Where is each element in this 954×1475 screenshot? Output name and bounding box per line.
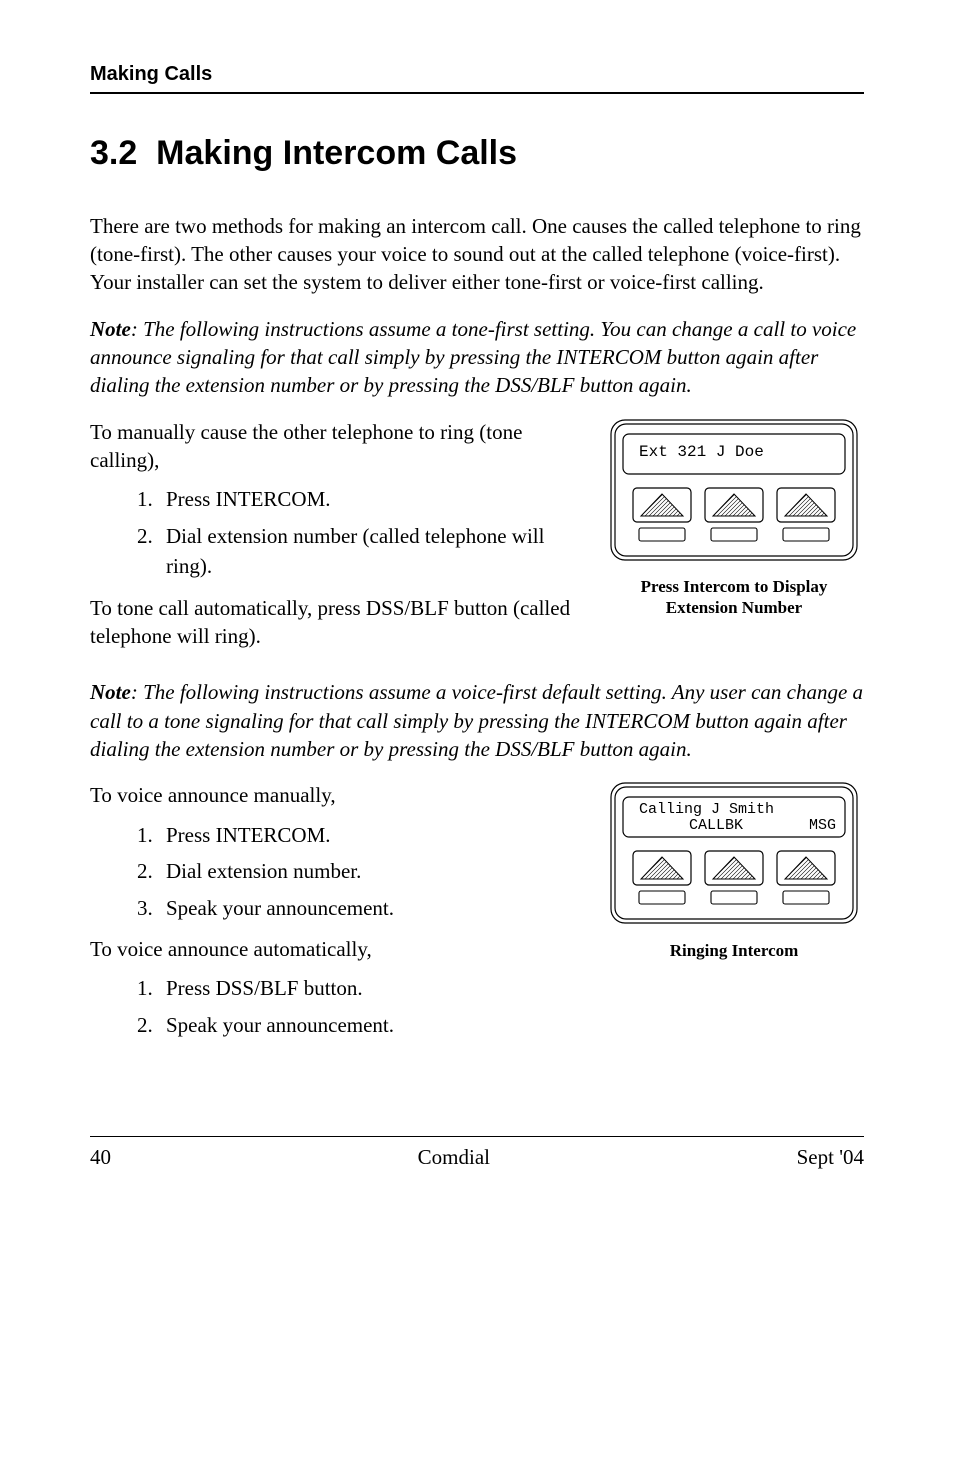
section-title: 3.2 Making Intercom Calls	[90, 130, 864, 178]
tone-step-1: Press INTERCOM.	[158, 484, 580, 514]
note-1: Note: The following instructions assume …	[90, 315, 864, 400]
tone-step-2: Dial extension number (called telephone …	[158, 521, 580, 582]
panel1-caption: Press Intercom to Display Extension Numb…	[604, 576, 864, 619]
intro-paragraph: There are two methods for making an inte…	[90, 212, 864, 297]
voice-lead: To voice announce manually,	[90, 781, 580, 809]
tone-steps-list: Press INTERCOM. Dial extension number (c…	[90, 484, 580, 581]
lcd1-line1: Ext 321 J Doe	[639, 443, 764, 461]
softkey-group-1	[633, 488, 835, 541]
voice-auto-lead: To voice announce automatically,	[90, 935, 580, 963]
running-header: Making Calls	[90, 60, 864, 94]
voice-step-3: Speak your announcement.	[158, 893, 580, 923]
footer: 40 Comdial Sept '04	[90, 1136, 864, 1172]
note-2: Note: The following instructions assume …	[90, 678, 864, 763]
panel2-caption: Ringing Intercom	[604, 940, 864, 961]
phone-display-1: Ext 321 J Doe	[609, 418, 859, 563]
note-2-text: : The following instructions assume a vo…	[90, 680, 863, 761]
voice-step-2: Dial extension number.	[158, 856, 580, 886]
voice-auto-step-1: Press DSS/BLF button.	[158, 973, 580, 1003]
voice-step-1: Press INTERCOM.	[158, 820, 580, 850]
footer-page: 40	[90, 1143, 111, 1172]
lcd2-line2-left: CALLBK	[689, 817, 743, 834]
note-2-label: Note	[90, 680, 131, 704]
lcd2-line2-right: MSG	[809, 817, 836, 834]
footer-right: Sept '04	[797, 1143, 864, 1172]
note-1-label: Note	[90, 317, 131, 341]
voice-auto-steps-list: Press DSS/BLF button. Speak your announc…	[90, 973, 580, 1040]
running-header-text: Making Calls	[90, 63, 212, 85]
phone-display-2: Calling J Smith CALLBK MSG	[609, 781, 859, 926]
panel1-caption-line2: Extension Number	[666, 598, 802, 617]
voice-auto-step-2: Speak your announcement.	[158, 1010, 580, 1040]
lcd2-line1: Calling J Smith	[639, 801, 774, 818]
note-1-text: : The following instructions assume a to…	[90, 317, 856, 398]
tone-auto: To tone call automatically, press DSS/BL…	[90, 594, 580, 651]
tone-lead: To manually cause the other telephone to…	[90, 418, 580, 475]
footer-center: Comdial	[418, 1143, 490, 1172]
voice-steps-list: Press INTERCOM. Dial extension number. S…	[90, 820, 580, 923]
section-title-text: Making Intercom Calls	[156, 134, 517, 172]
section-number: 3.2	[90, 134, 137, 172]
panel1-caption-line1: Press Intercom to Display	[641, 577, 828, 596]
softkey-group-2	[633, 851, 835, 904]
